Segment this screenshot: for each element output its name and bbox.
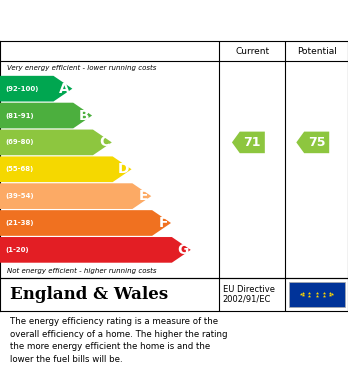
Text: F: F <box>159 216 168 230</box>
Polygon shape <box>0 183 151 209</box>
Text: C: C <box>99 135 109 149</box>
Text: Current: Current <box>235 47 269 56</box>
Text: England & Wales: England & Wales <box>10 286 168 303</box>
FancyBboxPatch shape <box>289 282 345 307</box>
Polygon shape <box>232 132 265 153</box>
Text: (39-54): (39-54) <box>5 193 34 199</box>
Text: Potential: Potential <box>297 47 337 56</box>
Polygon shape <box>0 156 132 182</box>
Text: B: B <box>79 109 90 122</box>
Text: (55-68): (55-68) <box>5 166 33 172</box>
Polygon shape <box>0 129 112 155</box>
Polygon shape <box>0 103 92 128</box>
Text: Very energy efficient - lower running costs: Very energy efficient - lower running co… <box>7 65 156 71</box>
Text: A: A <box>60 82 70 96</box>
Text: 71: 71 <box>244 136 261 149</box>
Text: D: D <box>118 162 130 176</box>
Text: E: E <box>139 189 149 203</box>
Polygon shape <box>296 132 329 153</box>
Polygon shape <box>0 210 171 236</box>
Text: (69-80): (69-80) <box>5 140 34 145</box>
Text: (92-100): (92-100) <box>5 86 39 91</box>
Text: EU Directive
2002/91/EC: EU Directive 2002/91/EC <box>223 285 275 304</box>
Text: The energy efficiency rating is a measure of the
overall efficiency of a home. T: The energy efficiency rating is a measur… <box>10 317 228 364</box>
Text: (21-38): (21-38) <box>5 220 34 226</box>
Polygon shape <box>0 237 191 263</box>
Text: Not energy efficient - higher running costs: Not energy efficient - higher running co… <box>7 268 157 274</box>
Text: 75: 75 <box>308 136 325 149</box>
Text: (1-20): (1-20) <box>5 247 29 253</box>
Polygon shape <box>0 76 72 102</box>
Text: Energy Efficiency Rating: Energy Efficiency Rating <box>10 13 232 28</box>
Text: (81-91): (81-91) <box>5 113 34 118</box>
Text: G: G <box>177 243 189 257</box>
